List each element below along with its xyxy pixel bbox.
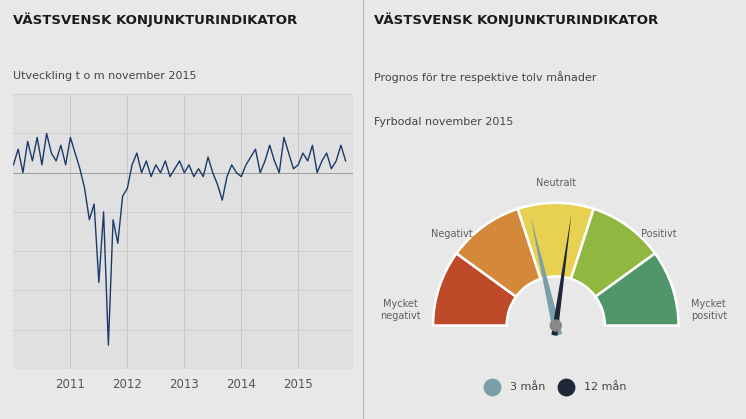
Text: 12 mån: 12 mån	[584, 382, 627, 392]
Wedge shape	[457, 209, 541, 297]
Text: Mycket
positivt: Mycket positivt	[691, 299, 727, 321]
Text: Prognos för tre respektive tolv månader: Prognos för tre respektive tolv månader	[374, 71, 597, 83]
Text: VÄSTSVENSK KONJUNKTURINDIKATOR: VÄSTSVENSK KONJUNKTURINDIKATOR	[374, 13, 659, 27]
Wedge shape	[571, 209, 655, 297]
Wedge shape	[518, 203, 594, 279]
Text: Neutralt: Neutralt	[536, 178, 576, 188]
Wedge shape	[433, 253, 516, 326]
Point	[486, 383, 498, 390]
Circle shape	[551, 320, 561, 331]
Text: Utveckling t o m november 2015: Utveckling t o m november 2015	[13, 71, 197, 81]
Polygon shape	[530, 215, 562, 336]
Text: Mycket
negativt: Mycket negativt	[380, 299, 421, 321]
Polygon shape	[551, 214, 571, 336]
Point	[560, 383, 571, 390]
Wedge shape	[595, 253, 679, 326]
Text: Negativt: Negativt	[431, 229, 473, 239]
Text: 3 mån: 3 mån	[510, 382, 546, 392]
Text: Fyrbodal november 2015: Fyrbodal november 2015	[374, 117, 514, 127]
Text: VÄSTSVENSK KONJUNKTURINDIKATOR: VÄSTSVENSK KONJUNKTURINDIKATOR	[13, 13, 298, 27]
Text: Positivt: Positivt	[642, 229, 677, 239]
